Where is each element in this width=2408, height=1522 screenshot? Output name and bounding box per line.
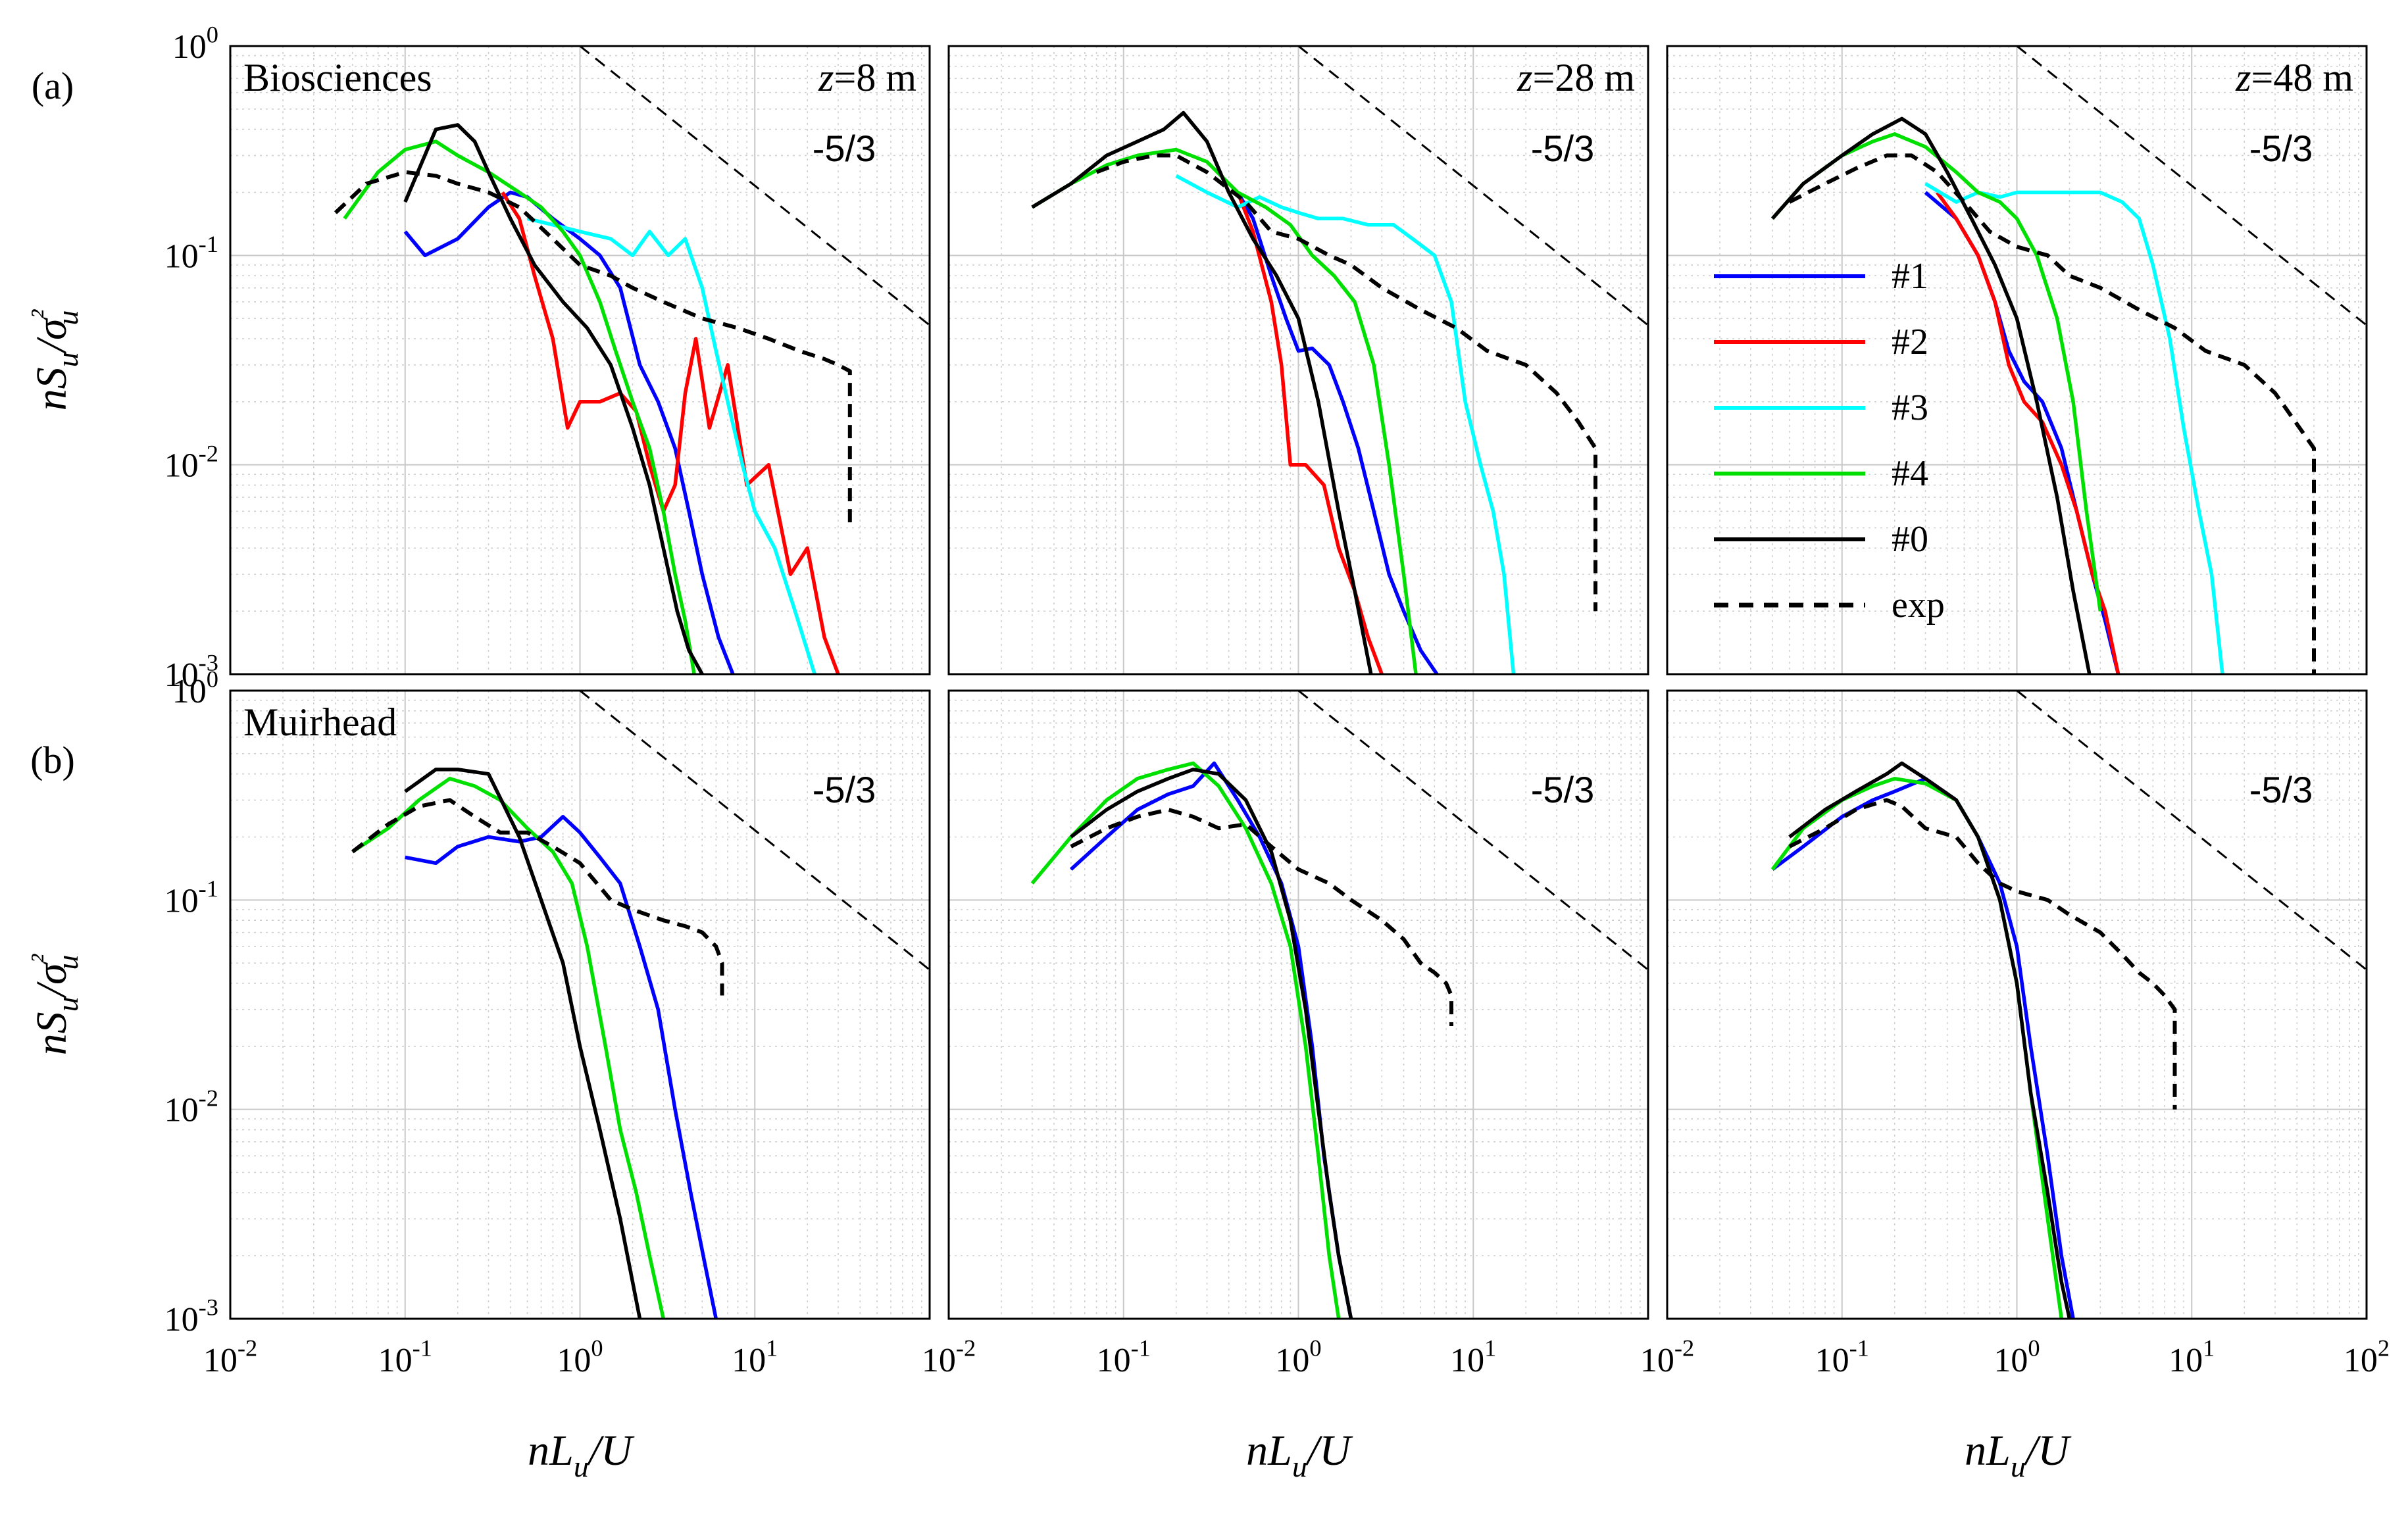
axes-frame [229, 45, 931, 675]
y-tick-label: 10-2 [164, 1085, 218, 1129]
series-case4 [1770, 777, 2064, 1319]
series-case0 [1070, 768, 1353, 1319]
series-case2 [501, 191, 840, 674]
series-case1 [1771, 777, 2075, 1319]
series-case0 [1788, 761, 2072, 1319]
site-title: Biosciences [243, 56, 432, 99]
series-exp [351, 798, 724, 996]
series-case3 [1924, 182, 2224, 674]
series-case0 [403, 123, 704, 674]
legend-label: #0 [1892, 519, 1928, 560]
series-case0 [1031, 110, 1373, 674]
series-case0 [404, 768, 642, 1319]
x-tick-label: 10-1 [1097, 1335, 1151, 1379]
slope-label: -5/3 [1531, 128, 1595, 169]
y-tick-label: 10-3 [164, 650, 218, 694]
series-case4 [1770, 132, 2103, 612]
x-tick-label: 100 [1275, 1335, 1321, 1379]
y-tick-label: 100 [172, 22, 218, 66]
x-tick-label: 10-1 [1815, 1335, 1869, 1379]
axes-frame [947, 689, 1649, 1320]
height-label: z=48 m [2235, 56, 2353, 99]
series-case1 [1236, 191, 1439, 674]
y-axis-label: nSu/σ²u [24, 308, 84, 410]
legend-label: #4 [1892, 453, 1928, 494]
series-case3 [1175, 174, 1516, 674]
series-exp [334, 170, 852, 528]
row-label-b: (b) [30, 739, 75, 781]
slope-line [579, 691, 930, 971]
legend: #1 #2 #3 #4 #0 exp [1714, 256, 1945, 626]
series-case3 [526, 216, 816, 674]
y-tick-label: 10-1 [164, 231, 218, 275]
panel-a1: 100 10-1 10-2 10-3 nSu/σ²u Biosciences z=8 m -5… [24, 22, 931, 694]
y-tick-label: 10-3 [164, 1294, 218, 1338]
series-case4 [351, 777, 665, 1319]
series-case2 [1236, 191, 1384, 674]
x-tick-label: 101 [1450, 1335, 1496, 1379]
legend-label: #3 [1892, 387, 1928, 428]
legend-label: #1 [1892, 256, 1928, 297]
series-exp [1788, 798, 2177, 1110]
legend-label: #2 [1892, 322, 1928, 362]
x-axis-label: nLu/U [1246, 1427, 1353, 1483]
x-axis-label: nLu/U [1965, 1427, 2072, 1483]
slope-label: -5/3 [2249, 769, 2313, 810]
x-tick-label: 10-2 [203, 1335, 257, 1379]
slope-line [2016, 46, 2367, 326]
slope-line [579, 46, 930, 326]
axes-frame [1666, 45, 2368, 675]
x-tick-label: 100 [557, 1335, 603, 1379]
axes-frame [947, 45, 1649, 675]
grid [230, 691, 930, 1319]
series-case4 [1030, 761, 1341, 1319]
y-tick-label: 10-1 [164, 875, 218, 920]
panel-b3: 10-2 10-1 100 101 102 nLu/U -5/3 [1640, 689, 2390, 1483]
panel-a3: z=48 m -5/3 [1666, 45, 2368, 675]
slope-line [2016, 691, 2367, 971]
x-tick-label: 101 [732, 1335, 778, 1379]
series-case1 [403, 190, 735, 674]
slope-line [1297, 691, 1648, 971]
slope-line [1297, 46, 1648, 326]
y-tick-label: 10-2 [164, 440, 218, 484]
series-case4 [1031, 147, 1418, 674]
slope-label: -5/3 [813, 128, 876, 169]
x-tick-label: 10-2 [922, 1335, 976, 1379]
y-axis-label: nSu/σ²u [24, 953, 84, 1055]
panel-b2: 10-2 10-1 100 101 nLu/U -5/3 [922, 689, 1649, 1483]
slope-label: -5/3 [2249, 128, 2313, 169]
legend-label: exp [1892, 585, 1945, 626]
axes-frame [229, 689, 931, 1320]
series-exp [1070, 808, 1453, 1026]
grid [949, 46, 1648, 674]
x-tick-label: 10-1 [378, 1335, 432, 1379]
x-tick-label: 102 [2344, 1335, 2390, 1379]
slope-label: -5/3 [1531, 769, 1595, 810]
x-tick-label: 101 [2169, 1335, 2215, 1379]
panel-a2: z=28 m -5/3 [947, 45, 1649, 675]
series-case1 [405, 814, 718, 1319]
series-exp [1095, 153, 1597, 612]
x-axis-label: nLu/U [528, 1427, 635, 1483]
height-label: z=8 m [818, 56, 916, 99]
series-exp [1788, 153, 2316, 674]
x-tick-label: 100 [1994, 1335, 2040, 1379]
axes-frame [1666, 689, 2368, 1320]
site-title: Muirhead [243, 700, 397, 744]
y-tick-label: 100 [172, 666, 218, 710]
x-tick-label: 10-2 [1640, 1335, 1694, 1379]
slope-label: -5/3 [813, 769, 876, 810]
row-label-a: (a) [32, 64, 74, 107]
height-label: z=28 m [1517, 56, 1635, 99]
